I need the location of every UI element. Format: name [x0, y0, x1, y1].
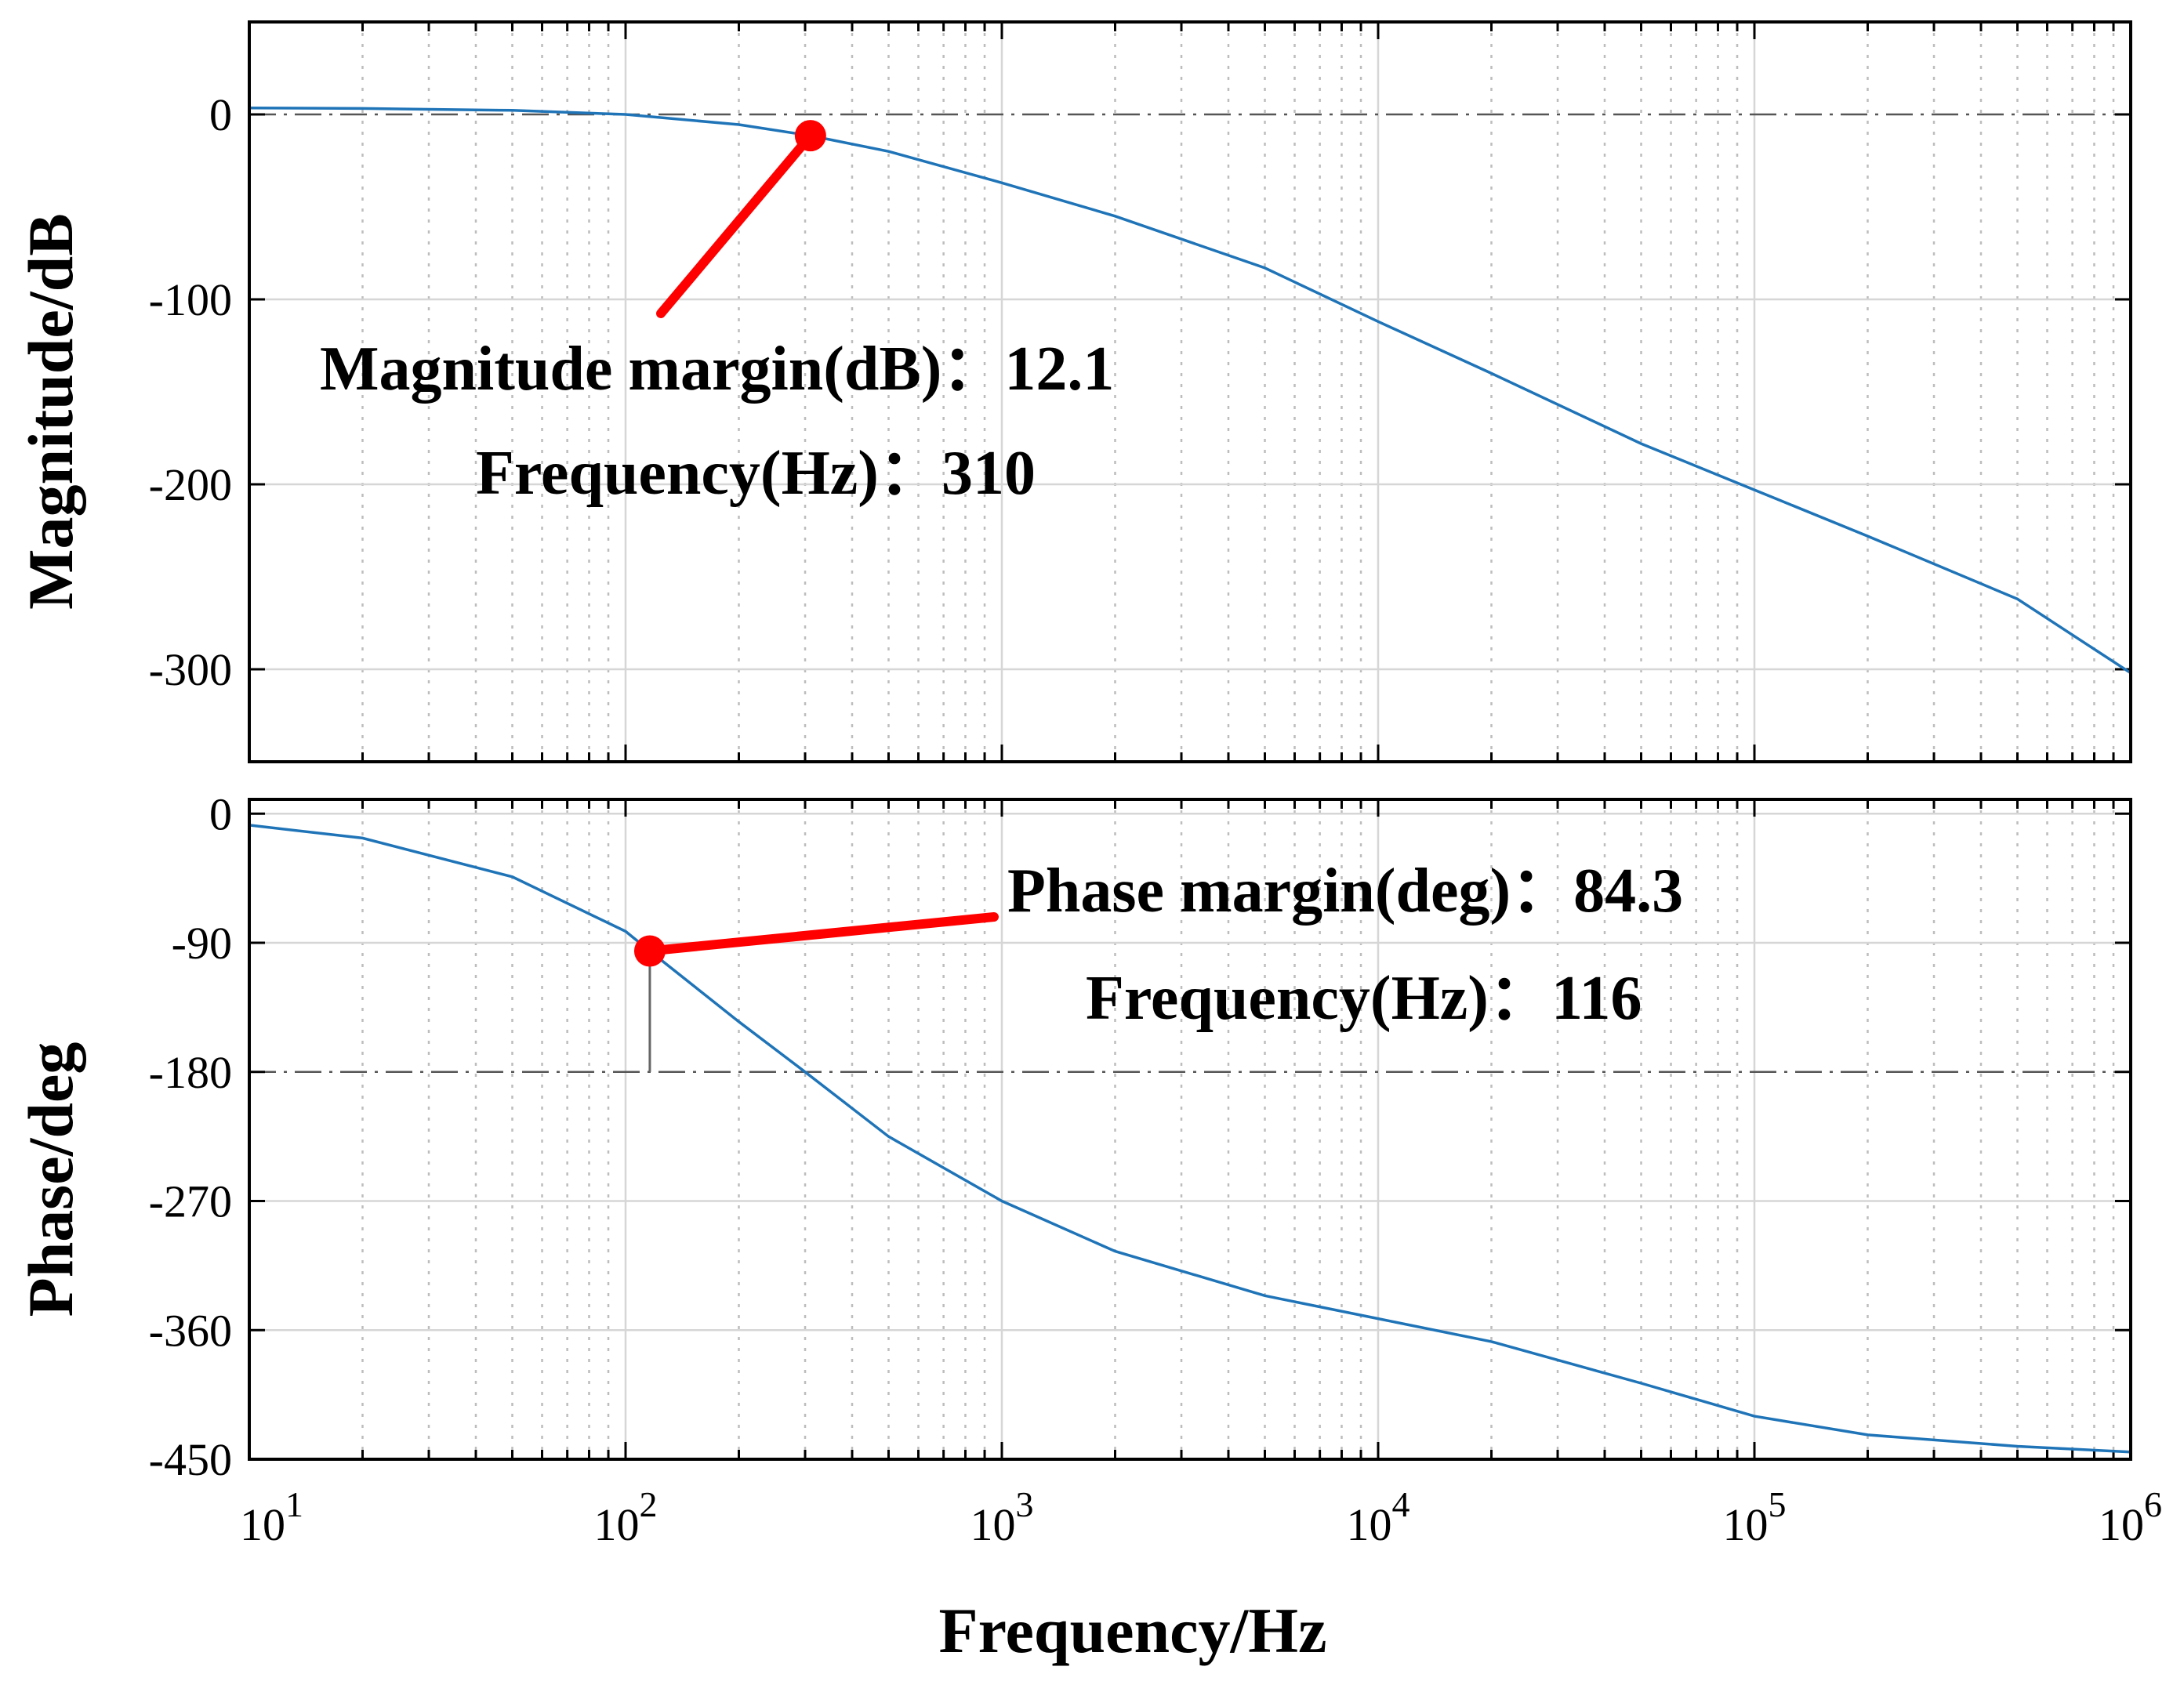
- x-tick-exponent: 1: [285, 1484, 303, 1524]
- x-tick-label: 104: [1347, 1484, 1410, 1550]
- phase-ytick-label: -360: [149, 1305, 232, 1356]
- x-tick-exponent: 3: [1016, 1484, 1034, 1524]
- phase-ytick-label: -180: [149, 1047, 232, 1098]
- phase-frequency-label: Frequency(Hz)：: [1086, 964, 1551, 1033]
- phase-panel: 0 -90 -180 -270 -360 -450: [149, 788, 2132, 1485]
- magnitude-frequency-value: 310: [941, 439, 1036, 508]
- x-tick-base: 10: [2099, 1499, 2144, 1550]
- x-tick-base: 10: [970, 1499, 1016, 1550]
- svg-text:Magnitude margin(dB)：12.1: Magnitude margin(dB)：12.1: [320, 335, 1114, 404]
- mag-curve: [249, 106, 2131, 675]
- phase-axes-frame: [248, 798, 2132, 1461]
- magnitude-annotation: Magnitude margin(dB)：12.1 Frequency(Hz)：…: [320, 335, 1114, 508]
- x-axis-label: Frequency/Hz: [939, 1595, 1327, 1666]
- mag-ytick-label: -100: [149, 274, 232, 325]
- phase-margin-value: 84.3: [1573, 857, 1683, 926]
- mag-ytick-label: 0: [209, 89, 232, 140]
- x-tick-base: 10: [1723, 1499, 1769, 1550]
- phase-annotation: Phase margin(deg)：84.3 Frequency(Hz)：116: [1007, 857, 1683, 1033]
- x-tick-label: 106: [2099, 1484, 2162, 1550]
- magnitude-frequency-label: Frequency(Hz)：: [476, 439, 941, 508]
- x-tick-exponent: 6: [2144, 1484, 2162, 1524]
- phase-marker-leader: [644, 912, 999, 956]
- phase-ytick-label: -450: [149, 1434, 232, 1485]
- svg-text:Frequency(Hz)：116: Frequency(Hz)：116: [1086, 964, 1642, 1033]
- x-tick-base: 10: [594, 1499, 640, 1550]
- svg-text:Phase margin(deg)：84.3: Phase margin(deg)：84.3: [1007, 857, 1683, 926]
- phase-margin-label: Phase margin(deg)：: [1007, 857, 1573, 926]
- phase-ytick-label: 0: [209, 788, 232, 839]
- magnitude-margin-value: 12.1: [1004, 335, 1114, 404]
- phase-frequency-value: 116: [1551, 964, 1642, 1033]
- phase-y-axis-label: Phase/deg: [15, 1042, 86, 1317]
- x-tick-exponent: 5: [1769, 1484, 1787, 1524]
- magnitude-y-axis-label: Magnitude/dB: [15, 213, 86, 610]
- x-tick-exponent: 2: [640, 1484, 658, 1524]
- x-tick-label: 105: [1723, 1484, 1787, 1550]
- svg-text:Frequency(Hz)：310: Frequency(Hz)：310: [476, 439, 1036, 508]
- x-tick-label: 101: [240, 1484, 303, 1550]
- mag-grid: [249, 22, 2131, 762]
- phase-marker-dot: [633, 935, 666, 967]
- x-tick-base: 10: [240, 1499, 285, 1550]
- phase-curve: [249, 824, 2131, 1454]
- x-tick-base: 10: [1347, 1499, 1392, 1550]
- x-tick-label: 102: [594, 1484, 658, 1550]
- mag-marker-dot: [794, 120, 826, 152]
- mag-ytick-label: -300: [149, 644, 232, 695]
- phase-ytick-label: -90: [172, 918, 232, 969]
- x-tick-exponent: 4: [1392, 1484, 1410, 1524]
- x-axis-tick-labels: 101 102 103 104 105 106: [240, 1484, 2162, 1550]
- mag-axes-frame: [248, 20, 2132, 763]
- magnitude-margin-label: Magnitude margin(dB)：: [320, 335, 1004, 404]
- phase-ytick-label: -270: [149, 1176, 232, 1227]
- magnitude-panel: 0 -100 -200 -300: [149, 20, 2132, 763]
- magnitude-marker-leader: [656, 131, 815, 318]
- mag-ytick-label: -200: [149, 459, 232, 510]
- x-tick-label: 103: [970, 1484, 1034, 1550]
